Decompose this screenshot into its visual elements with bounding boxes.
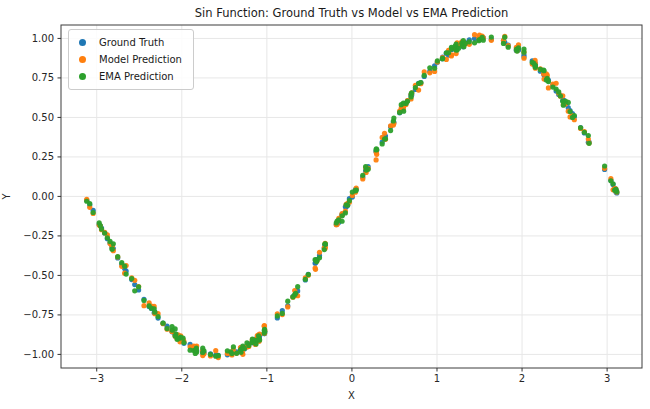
y-tick-label: −1.00 <box>23 349 54 360</box>
legend-marker-ema-prediction-icon <box>79 73 86 80</box>
x-tick-label: 3 <box>604 373 610 384</box>
legend-item-model-prediction: Model Prediction <box>79 52 182 67</box>
x-tick-label: −2 <box>174 373 189 384</box>
y-axis-label: Y <box>1 177 12 217</box>
x-tick-label: 1 <box>434 373 440 384</box>
y-tick-label: −0.50 <box>23 270 54 281</box>
legend-label-ema-prediction: EMA Prediction <box>99 69 174 84</box>
legend-label-model-prediction: Model Prediction <box>99 52 182 67</box>
legend-marker-model-prediction-icon <box>79 56 86 63</box>
x-tick-label: −1 <box>259 373 274 384</box>
legend-item-ema-prediction: EMA Prediction <box>79 69 182 84</box>
sin-function-chart: Sin Function: Ground Truth vs Model vs E… <box>0 0 650 409</box>
y-tick-label: 0.50 <box>32 112 54 123</box>
legend-label-ground-truth: Ground Truth <box>99 35 164 50</box>
y-tick-label: −0.75 <box>23 309 54 320</box>
y-tick-label: 0.00 <box>32 191 54 202</box>
y-tick-label: 0.75 <box>32 72 54 83</box>
legend-marker-ground-truth-icon <box>79 39 86 46</box>
legend: Ground Truth Model Prediction EMA Predic… <box>68 29 194 90</box>
y-tick-label: −0.25 <box>23 230 54 241</box>
y-tick-label: 0.25 <box>32 151 54 162</box>
legend-item-ground-truth: Ground Truth <box>79 35 182 50</box>
y-tick-label: 1.00 <box>32 33 54 44</box>
x-tick-label: −3 <box>89 373 104 384</box>
x-tick-label: 2 <box>519 373 525 384</box>
x-axis-label: X <box>61 390 642 401</box>
x-tick-label: 0 <box>349 373 355 384</box>
